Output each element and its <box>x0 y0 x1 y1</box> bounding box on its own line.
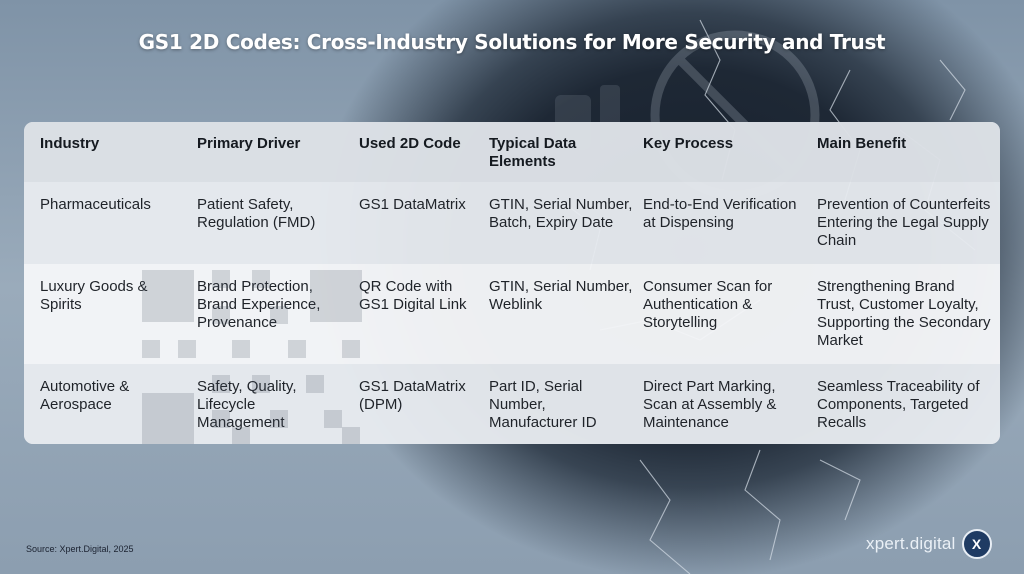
table-cell: GS1 DataMatrix <box>359 196 466 213</box>
table-header-row: Industry Primary Driver Used 2D Code Typ… <box>24 122 1000 182</box>
table-cell: Brand Protection, Brand Experience, Prov… <box>197 278 321 331</box>
table-cell: Direct Part Marking, Scan at Assembly & … <box>643 378 777 431</box>
brand-name: xpert.digital <box>866 534 956 553</box>
table-cell: Strengthening Brand Trust, Customer Loya… <box>817 278 991 349</box>
header-cell: Primary Driver <box>197 135 301 152</box>
table-cell: Part ID, Serial Number, Manufacturer ID <box>489 378 597 431</box>
table-row: Luxury Goods & Spirits Brand Protection,… <box>24 264 1000 364</box>
brand-logo: xpert.digital X <box>866 529 992 559</box>
header-cell: Typical Data Elements <box>489 135 577 170</box>
brand-badge-icon: X <box>961 529 992 559</box>
page-title: GS1 2D Codes: Cross-Industry Solutions f… <box>138 30 886 54</box>
qr-code-watermark-icon <box>142 270 362 444</box>
table-cell: GTIN, Serial Number, Weblink <box>489 278 633 313</box>
table-cell: GTIN, Serial Number, Batch, Expiry Date <box>489 196 633 231</box>
table-cell: Safety, Quality, Lifecycle Management <box>197 378 297 431</box>
table-cell: Patient Safety, Regulation (FMD) <box>197 196 316 231</box>
table-cell: Luxury Goods & Spirits <box>40 278 148 313</box>
table-cell: Seamless Traceability of Components, Tar… <box>817 378 980 431</box>
header-cell: Main Benefit <box>817 135 907 152</box>
comparison-table: Industry Primary Driver Used 2D Code Typ… <box>24 122 1000 444</box>
header-cell: Used 2D Code <box>359 135 461 152</box>
table-cell: Automotive & Aerospace <box>40 378 130 413</box>
header-cell: Industry <box>40 135 100 152</box>
table-cell: Pharmaceuticals <box>40 196 151 213</box>
source-note: Source: Xpert.Digital, 2025 <box>26 544 134 554</box>
table-cell: Prevention of Counterfeits Entering the … <box>817 196 991 249</box>
table-cell: GS1 DataMatrix (DPM) <box>359 378 466 413</box>
table-row: Pharmaceuticals Patient Safety, Regulati… <box>24 182 1000 264</box>
table-row: Automotive & Aerospace Safety, Quality, … <box>24 364 1000 444</box>
table-cell: End-to-End Verification at Dispensing <box>643 196 797 231</box>
table-cell: Consumer Scan for Authentication & Story… <box>643 278 773 331</box>
table-cell: QR Code with GS1 Digital Link <box>359 278 467 313</box>
header-cell: Key Process <box>643 135 734 152</box>
